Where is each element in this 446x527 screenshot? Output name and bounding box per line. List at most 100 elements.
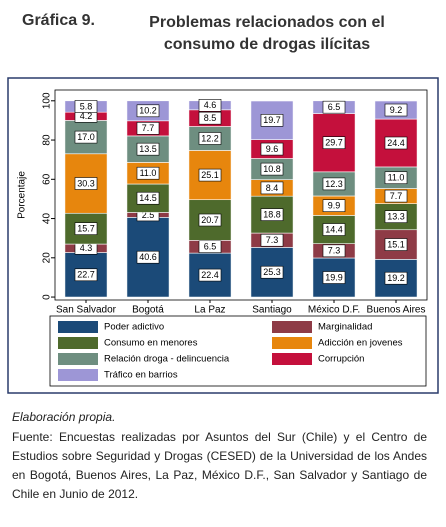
- value-label-box: [384, 136, 408, 150]
- value-label: 17.0: [77, 132, 95, 142]
- value-label: 22.4: [201, 270, 219, 280]
- y-tick-label: 60: [42, 173, 53, 185]
- y-tick-label: 100: [42, 92, 53, 109]
- value-label: 11.0: [388, 173, 405, 183]
- value-label-box: [74, 222, 98, 235]
- legend-box: [49, 315, 427, 387]
- value-label-box: [322, 199, 346, 212]
- value-label-box: [322, 136, 346, 149]
- value-label-box: [384, 189, 408, 203]
- value-label-box: [260, 162, 284, 176]
- value-label-box: [322, 100, 346, 114]
- value-label: 22.7: [77, 270, 95, 280]
- value-label-box: [136, 142, 160, 156]
- value-label-box: [260, 265, 284, 279]
- legend-label: Consumo en menores: [104, 338, 198, 349]
- legend-swatch: [272, 337, 312, 349]
- x-tick-label: México D.F.: [308, 305, 360, 316]
- value-label: 2.5: [142, 210, 155, 220]
- value-label-box: [136, 191, 160, 205]
- value-label-box: [384, 238, 408, 251]
- value-label: 25.3: [263, 267, 281, 277]
- value-label: 30.3: [77, 178, 95, 188]
- value-label: 6.5: [328, 102, 341, 112]
- value-label: 10.8: [263, 164, 281, 174]
- value-label-box: [260, 208, 284, 221]
- bar-segment: [250, 247, 294, 298]
- value-label-box: [260, 142, 284, 156]
- value-label-box: [322, 177, 346, 191]
- value-label: 18.8: [263, 210, 281, 220]
- legend-swatch: [58, 321, 98, 333]
- value-label-box: [136, 250, 160, 264]
- value-label-box: [198, 213, 222, 227]
- value-label: 40.6: [139, 252, 157, 262]
- chart-title: Problemas relacionados con el consumo de…: [149, 14, 385, 53]
- y-axis-label: Porcentaje: [17, 171, 28, 219]
- y-tick-label: 80: [42, 134, 53, 146]
- value-label-box: [384, 210, 408, 223]
- legend-swatch: [272, 353, 312, 365]
- value-label-box: [260, 233, 284, 247]
- x-tick-label: San Salvador: [56, 305, 117, 316]
- legend-label: Relación droga - delincuencia: [104, 354, 230, 365]
- legend-label: Tráfico en barrios: [104, 370, 178, 381]
- value-label: 9.2: [390, 105, 403, 115]
- value-label: 12.3: [325, 179, 343, 189]
- value-label: 19.2: [387, 273, 405, 283]
- value-label: 8.5: [204, 113, 217, 123]
- value-label-box: [74, 268, 98, 282]
- value-label: 15.1: [387, 239, 405, 249]
- value-label-box: [384, 103, 408, 117]
- value-label-box: [136, 166, 160, 180]
- value-label: 4.2: [80, 111, 93, 121]
- value-label: 8.4: [266, 183, 279, 193]
- value-label: 7.7: [142, 123, 155, 133]
- value-label-box: [322, 271, 346, 284]
- value-label: 14.5: [139, 193, 157, 203]
- value-label-box: [198, 132, 222, 145]
- value-label-box: [136, 122, 160, 135]
- value-label: 20.7: [201, 215, 219, 225]
- value-label-box: [74, 130, 98, 144]
- legend-swatch: [58, 337, 98, 349]
- value-label-box: [322, 244, 346, 258]
- legend-swatch: [58, 369, 98, 381]
- value-label-box: [136, 104, 160, 118]
- x-tick-label: Santiago: [252, 305, 292, 316]
- value-label: 10.2: [139, 106, 157, 116]
- value-label: 19.9: [325, 272, 343, 282]
- x-tick-label: Bogotá: [132, 305, 164, 316]
- value-label-box: [74, 100, 98, 113]
- plot-area: [54, 89, 428, 301]
- value-label-box: [384, 171, 408, 185]
- value-label: 15.7: [77, 224, 95, 234]
- y-tick-label: 20: [42, 252, 53, 264]
- chart-label: Gráfica 9.: [22, 12, 95, 29]
- value-label: 4.3: [80, 243, 93, 253]
- value-label: 12.2: [201, 133, 219, 143]
- value-label: 9.6: [266, 144, 279, 154]
- value-label-box: [198, 268, 222, 282]
- value-label: 19.7: [263, 115, 281, 125]
- legend-label: Marginalidad: [318, 322, 372, 333]
- value-label: 13.3: [387, 212, 405, 222]
- source: Fuente: Encuestas realizadas por Asuntos…: [12, 430, 427, 501]
- legend-swatch: [272, 321, 312, 333]
- value-label: 7.3: [266, 235, 279, 245]
- value-label: 6.5: [204, 242, 217, 252]
- legend-swatch: [58, 353, 98, 365]
- value-label: 29.7: [325, 138, 343, 148]
- note: Elaboración propia.: [12, 410, 116, 424]
- value-label-box: [198, 240, 222, 254]
- value-label: 7.3: [328, 246, 341, 256]
- value-label-box: [322, 223, 346, 236]
- value-label: 7.7: [390, 191, 403, 201]
- value-label: 13.5: [139, 144, 157, 154]
- value-label-box: [198, 99, 222, 112]
- value-label: 14.4: [325, 224, 343, 234]
- value-label-box: [260, 181, 284, 195]
- legend-label: Adicción en jovenes: [318, 338, 403, 349]
- value-label: 24.4: [387, 138, 405, 148]
